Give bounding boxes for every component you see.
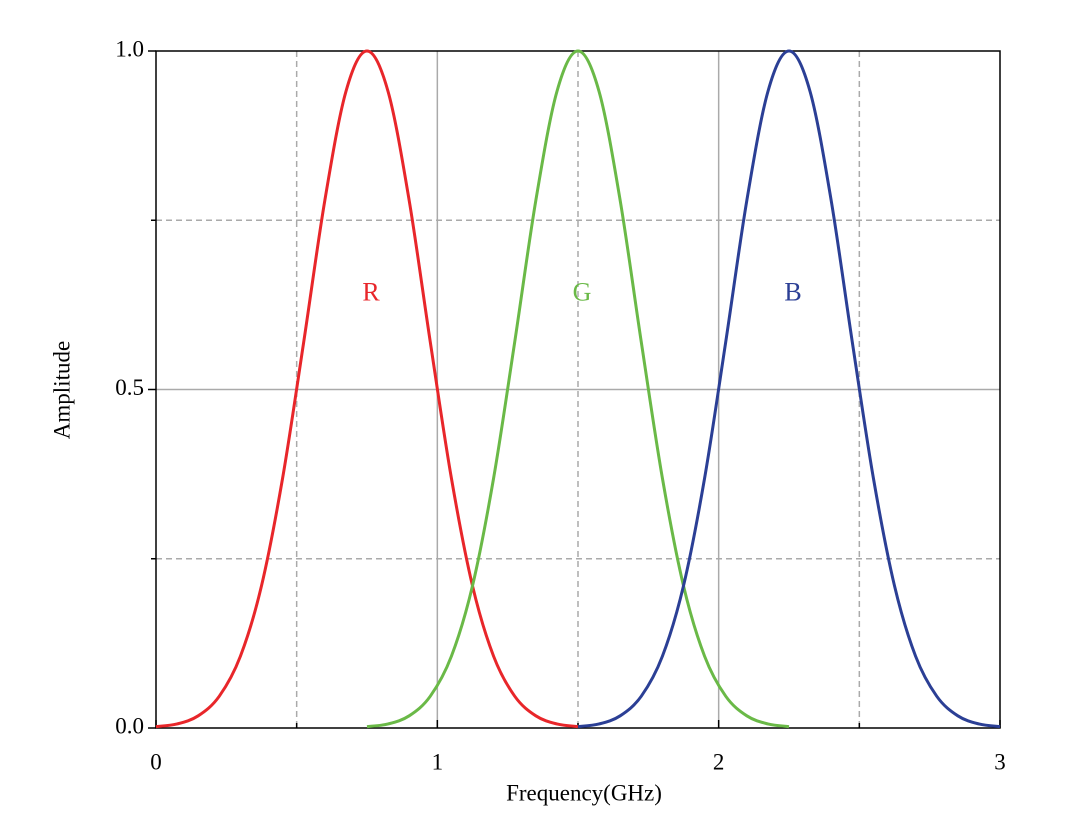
series-label: R: [362, 278, 380, 307]
x-tick-label: 0: [150, 749, 162, 774]
series-line: [366, 49, 790, 729]
x-tick-label: 2: [713, 749, 725, 774]
x-tick-label: 1: [432, 749, 444, 774]
series-label: B: [784, 278, 801, 307]
y-tick-label: 0.0: [115, 713, 144, 738]
x-tick-label: 3: [994, 749, 1006, 774]
y-tick-label: 0.5: [115, 375, 144, 400]
x-axis-label: Frequency(GHz): [506, 780, 662, 805]
y-axis-label: Amplitude: [49, 341, 74, 439]
series-line: [577, 49, 1001, 729]
series-line: [155, 49, 579, 729]
series-label: G: [573, 278, 592, 307]
y-tick-label: 1.0: [115, 36, 144, 61]
